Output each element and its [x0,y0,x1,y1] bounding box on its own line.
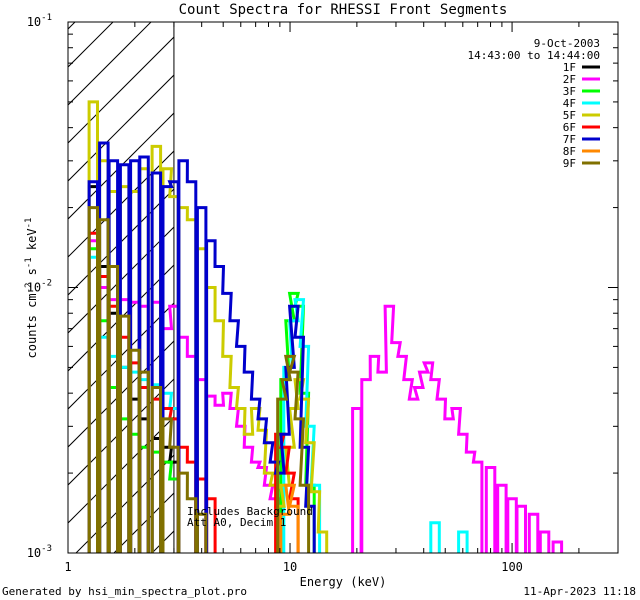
x-tick-label: 100 [501,560,523,574]
legend-label: 6F [563,121,576,134]
footer-generator: Generated by hsi_min_spectra_plot.pro [2,585,247,598]
series-line-1f [87,185,180,553]
series-line-4f [87,255,469,553]
legend-label: 1F [563,61,576,74]
footer-timestamp: 11-Apr-2023 11:18 [523,585,636,598]
legend-label: 8F [563,145,576,158]
series-line-6f [87,231,300,553]
y-tick-label: 10-1 [27,13,52,29]
x-tick-label: 10 [283,560,297,574]
chart-title: Count Spectra for RHESSI Front Segments [179,2,508,18]
legend-label: 2F [563,73,576,86]
legend-label: 9F [563,157,576,170]
y-tick-label: 10-2 [27,279,52,295]
legend-label: 4F [563,97,576,110]
y-axis-label: counts cm-2 s-1 keV-1 [24,218,39,359]
observation-time-range: 14:43:00 to 14:44:00 [468,49,600,62]
series-line-9f [87,206,311,553]
background-note: Includes Background [187,505,313,518]
series-line-8f [279,483,300,553]
legend-label: 3F [563,85,576,98]
series-line-2f [87,239,564,553]
y-tick-label: 10-3 [27,544,52,560]
legend-label: 5F [563,109,576,122]
x-tick-label: 1 [64,560,71,574]
x-axis-label: Energy (keV) [300,575,387,589]
plot-frame [67,21,619,554]
attenuator-note: Att A0, Decim 1 [187,516,286,529]
legend-label: 7F [563,133,576,146]
series-line-7f [87,141,316,553]
observation-date: 9-Oct-2003 [534,37,600,50]
